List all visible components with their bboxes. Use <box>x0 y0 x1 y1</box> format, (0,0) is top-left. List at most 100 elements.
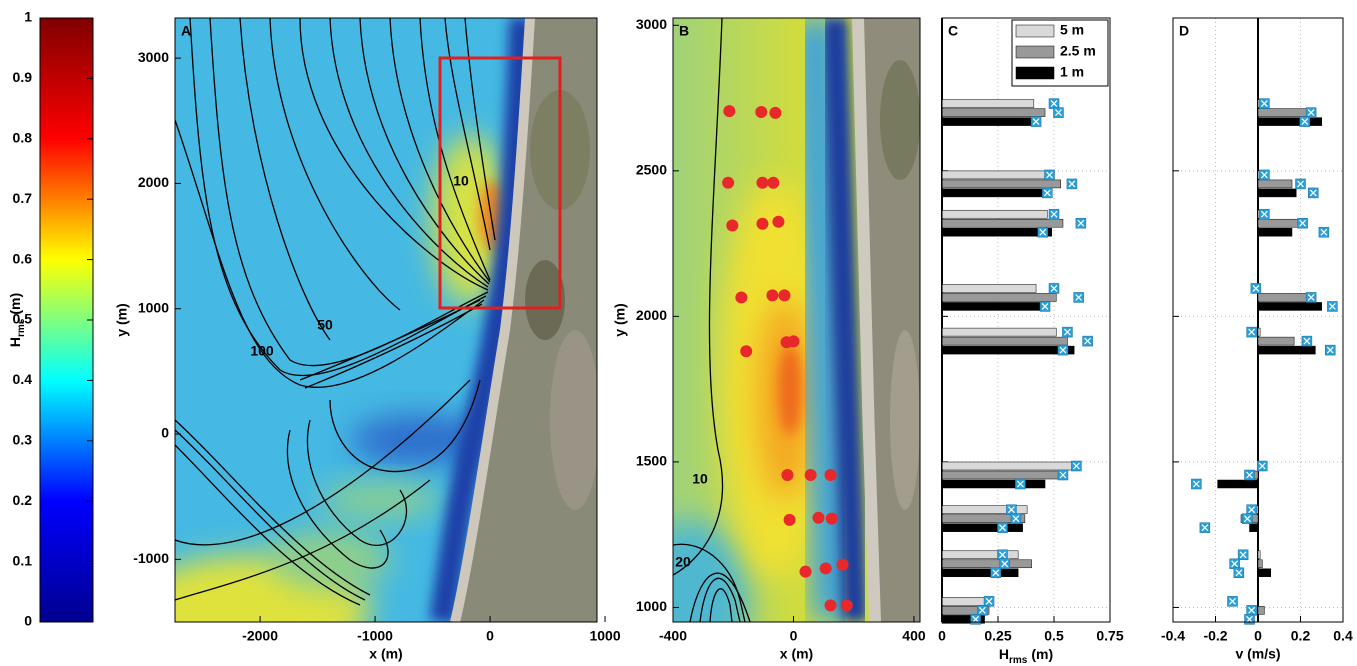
survey-point <box>756 217 769 230</box>
bar <box>941 461 1075 471</box>
axis-label: Hrms (m) <box>7 293 27 347</box>
x-tick-label: 400 <box>902 628 926 644</box>
marker-cross <box>1050 285 1058 292</box>
marker-cross <box>1075 294 1083 301</box>
x-tick-label: -2000 <box>242 628 278 644</box>
colorbar-frame <box>39 17 94 623</box>
marker-cross <box>1260 210 1268 218</box>
bar <box>1257 568 1271 578</box>
marker-cross <box>1297 180 1304 188</box>
x-axis-label: x (m) <box>369 646 402 662</box>
x-tick-label: -400 <box>659 628 687 644</box>
x-tick-label: 0 <box>486 628 494 644</box>
legend-swatch <box>1015 45 1055 59</box>
colorbar-gradient <box>40 18 93 622</box>
y-tick-label: 1000 <box>636 598 667 614</box>
colorbar-tick-label: 0.3 <box>13 432 33 448</box>
bar <box>941 479 1046 489</box>
y-tick-label: 2500 <box>636 162 667 178</box>
contour-label: 20 <box>675 554 691 570</box>
bar <box>941 170 1046 180</box>
marker-cross <box>1252 285 1260 292</box>
axes-frame <box>672 17 921 623</box>
bar <box>941 209 1048 219</box>
marker-cross <box>1229 597 1236 605</box>
survey-point <box>756 176 769 189</box>
marker-cross <box>1299 219 1307 227</box>
marker-cross <box>1260 100 1268 108</box>
x-tick-label: 0 <box>938 628 946 644</box>
panel-b-background <box>673 18 920 622</box>
bar <box>1257 179 1293 189</box>
colorbar-tick-label: 0.1 <box>13 552 33 568</box>
label-unit: (m) <box>1031 646 1053 662</box>
survey-point <box>787 335 800 348</box>
y-tick-label: 2000 <box>138 174 169 190</box>
panel-label: C <box>948 23 958 39</box>
marker-cross <box>972 615 980 623</box>
bar <box>1257 345 1316 355</box>
bar <box>941 470 1068 480</box>
survey-point <box>825 512 838 525</box>
bar <box>1249 523 1259 532</box>
marker-cross <box>1072 462 1080 470</box>
y-tick-label: -1000 <box>133 550 169 566</box>
marker-cross <box>1201 524 1209 532</box>
marker-cross <box>1046 171 1053 179</box>
survey-point <box>804 469 817 482</box>
x-tick-label: -0.2 <box>1203 628 1227 644</box>
bar <box>1257 336 1295 346</box>
marker-cross <box>1016 480 1024 488</box>
colorbar-tick-label: 0.4 <box>13 371 33 387</box>
marker-cross <box>1012 515 1020 523</box>
survey-point <box>819 562 832 575</box>
x-tick-label: 0 <box>1254 628 1262 644</box>
bar <box>941 327 1057 337</box>
marker-cross <box>985 597 993 605</box>
bar <box>941 227 1053 237</box>
marker-cross <box>1077 219 1085 227</box>
marker-cross <box>1039 228 1047 236</box>
marker-cross <box>1084 337 1092 345</box>
marker-cross <box>1248 606 1256 614</box>
bar <box>941 302 1048 311</box>
label-sub: rms <box>1009 655 1028 666</box>
contour-label: 50 <box>317 317 333 333</box>
bar <box>941 108 1046 117</box>
survey-point <box>772 215 785 228</box>
bar <box>941 179 1061 189</box>
bar <box>941 188 1044 198</box>
marker-cross <box>1260 171 1268 179</box>
survey-point <box>740 345 753 358</box>
legend-label: 2.5 m <box>1060 43 1096 59</box>
label-main: H <box>7 337 23 347</box>
marker-cross <box>1001 560 1009 568</box>
bar <box>1257 218 1301 228</box>
bar <box>941 559 1032 569</box>
marker-cross <box>1032 118 1040 126</box>
marker-cross <box>1059 471 1067 479</box>
panel-label: A <box>181 23 191 39</box>
survey-point <box>824 469 837 482</box>
colorbar-tick-label: 0.8 <box>13 130 33 146</box>
bar <box>1257 327 1261 337</box>
contour-label: 10 <box>453 173 469 189</box>
contour-label: 10 <box>692 471 708 487</box>
survey-point <box>836 558 849 571</box>
y-tick-label: 1500 <box>636 453 667 469</box>
survey-point <box>755 106 768 119</box>
marker-cross <box>999 551 1006 559</box>
colorbar-tick-label: 0.7 <box>13 190 33 206</box>
panel-a-background <box>175 18 597 622</box>
bar <box>941 568 1019 578</box>
colorbar-tick-label: 0.6 <box>13 250 33 266</box>
panel-label: B <box>679 23 689 39</box>
survey-point <box>781 469 794 482</box>
marker-cross <box>1068 180 1076 188</box>
marker-cross <box>1320 228 1328 236</box>
axes-frame <box>174 17 598 623</box>
bar <box>941 284 1037 293</box>
label-main: H <box>999 646 1009 662</box>
bar <box>941 117 1035 126</box>
marker-cross <box>1301 118 1309 126</box>
